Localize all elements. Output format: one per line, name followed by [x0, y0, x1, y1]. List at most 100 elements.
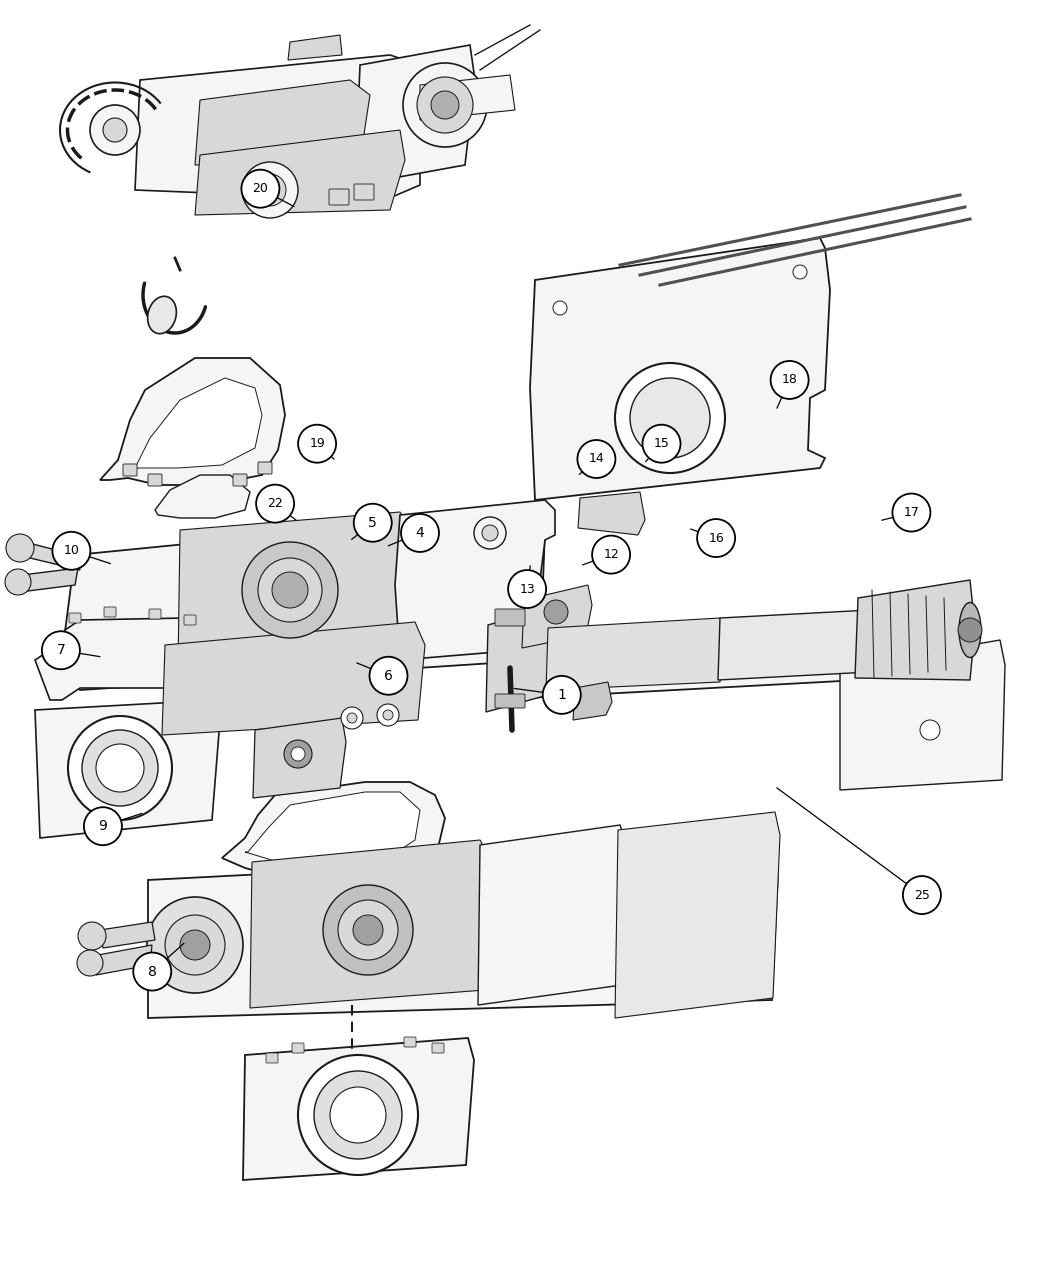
Text: 22: 22 [267, 497, 284, 510]
Text: 19: 19 [309, 437, 324, 450]
Circle shape [578, 440, 615, 478]
Text: 14: 14 [588, 453, 605, 465]
FancyBboxPatch shape [432, 1043, 444, 1053]
Polygon shape [35, 618, 218, 700]
Text: 18: 18 [781, 374, 798, 386]
Circle shape [68, 717, 172, 820]
Polygon shape [222, 782, 445, 878]
Circle shape [84, 807, 122, 845]
Polygon shape [486, 608, 552, 711]
Polygon shape [253, 718, 346, 798]
FancyBboxPatch shape [233, 474, 247, 486]
Polygon shape [478, 825, 628, 1005]
Circle shape [544, 601, 568, 623]
Circle shape [103, 119, 127, 142]
Polygon shape [615, 812, 780, 1017]
Circle shape [6, 534, 34, 562]
Circle shape [272, 572, 308, 608]
Circle shape [78, 922, 106, 950]
Circle shape [377, 704, 399, 725]
Polygon shape [250, 840, 492, 1009]
Circle shape [96, 745, 144, 792]
Circle shape [793, 265, 807, 279]
Circle shape [903, 876, 941, 914]
Circle shape [958, 618, 982, 643]
Polygon shape [243, 1038, 474, 1179]
Polygon shape [135, 55, 420, 200]
Polygon shape [155, 476, 250, 518]
FancyBboxPatch shape [329, 189, 349, 205]
Circle shape [892, 493, 930, 532]
Circle shape [508, 570, 546, 608]
Circle shape [482, 525, 498, 541]
Circle shape [354, 504, 392, 542]
Polygon shape [288, 34, 342, 60]
Circle shape [553, 301, 567, 315]
Circle shape [346, 713, 357, 723]
Circle shape [77, 950, 103, 975]
Circle shape [643, 425, 680, 463]
Circle shape [256, 484, 294, 523]
FancyBboxPatch shape [104, 607, 116, 617]
Circle shape [180, 929, 210, 960]
Circle shape [298, 1054, 418, 1176]
Polygon shape [546, 618, 724, 690]
Polygon shape [195, 80, 370, 164]
Polygon shape [395, 500, 555, 660]
FancyBboxPatch shape [354, 184, 374, 200]
Circle shape [242, 170, 279, 208]
Text: 13: 13 [519, 583, 536, 595]
Polygon shape [573, 682, 612, 720]
FancyBboxPatch shape [266, 1053, 278, 1063]
Circle shape [42, 631, 80, 669]
Polygon shape [100, 358, 285, 484]
Circle shape [697, 519, 735, 557]
Circle shape [771, 361, 808, 399]
Circle shape [165, 915, 225, 975]
Circle shape [242, 542, 338, 638]
Circle shape [338, 900, 398, 960]
Text: 4: 4 [416, 527, 424, 539]
Polygon shape [855, 580, 975, 680]
FancyBboxPatch shape [292, 1043, 304, 1053]
Text: 10: 10 [63, 544, 80, 557]
Circle shape [291, 747, 304, 761]
Circle shape [330, 1088, 386, 1142]
Circle shape [147, 898, 243, 993]
Polygon shape [420, 75, 514, 120]
Polygon shape [355, 45, 475, 185]
Circle shape [417, 76, 472, 133]
Polygon shape [245, 792, 420, 864]
Circle shape [370, 657, 407, 695]
Circle shape [630, 377, 710, 458]
FancyBboxPatch shape [495, 694, 525, 708]
Polygon shape [96, 945, 152, 975]
Ellipse shape [959, 603, 981, 658]
Circle shape [314, 1071, 402, 1159]
Circle shape [133, 952, 171, 991]
Text: 5: 5 [369, 516, 377, 529]
Text: 25: 25 [914, 889, 930, 901]
Circle shape [401, 514, 439, 552]
Polygon shape [35, 700, 220, 838]
Ellipse shape [148, 296, 176, 334]
Polygon shape [490, 615, 865, 700]
Polygon shape [578, 492, 645, 536]
Text: 16: 16 [708, 532, 724, 544]
FancyBboxPatch shape [404, 1037, 416, 1047]
Circle shape [242, 162, 298, 218]
Circle shape [615, 363, 724, 473]
Circle shape [5, 569, 31, 595]
Polygon shape [60, 510, 545, 690]
Polygon shape [148, 848, 778, 1017]
Text: 12: 12 [603, 548, 618, 561]
Circle shape [323, 885, 413, 975]
Circle shape [474, 516, 506, 550]
Polygon shape [718, 609, 874, 680]
FancyBboxPatch shape [69, 613, 81, 623]
Circle shape [254, 173, 286, 207]
Circle shape [90, 105, 140, 156]
Text: 15: 15 [653, 437, 670, 450]
Polygon shape [195, 130, 405, 215]
Circle shape [82, 731, 158, 806]
